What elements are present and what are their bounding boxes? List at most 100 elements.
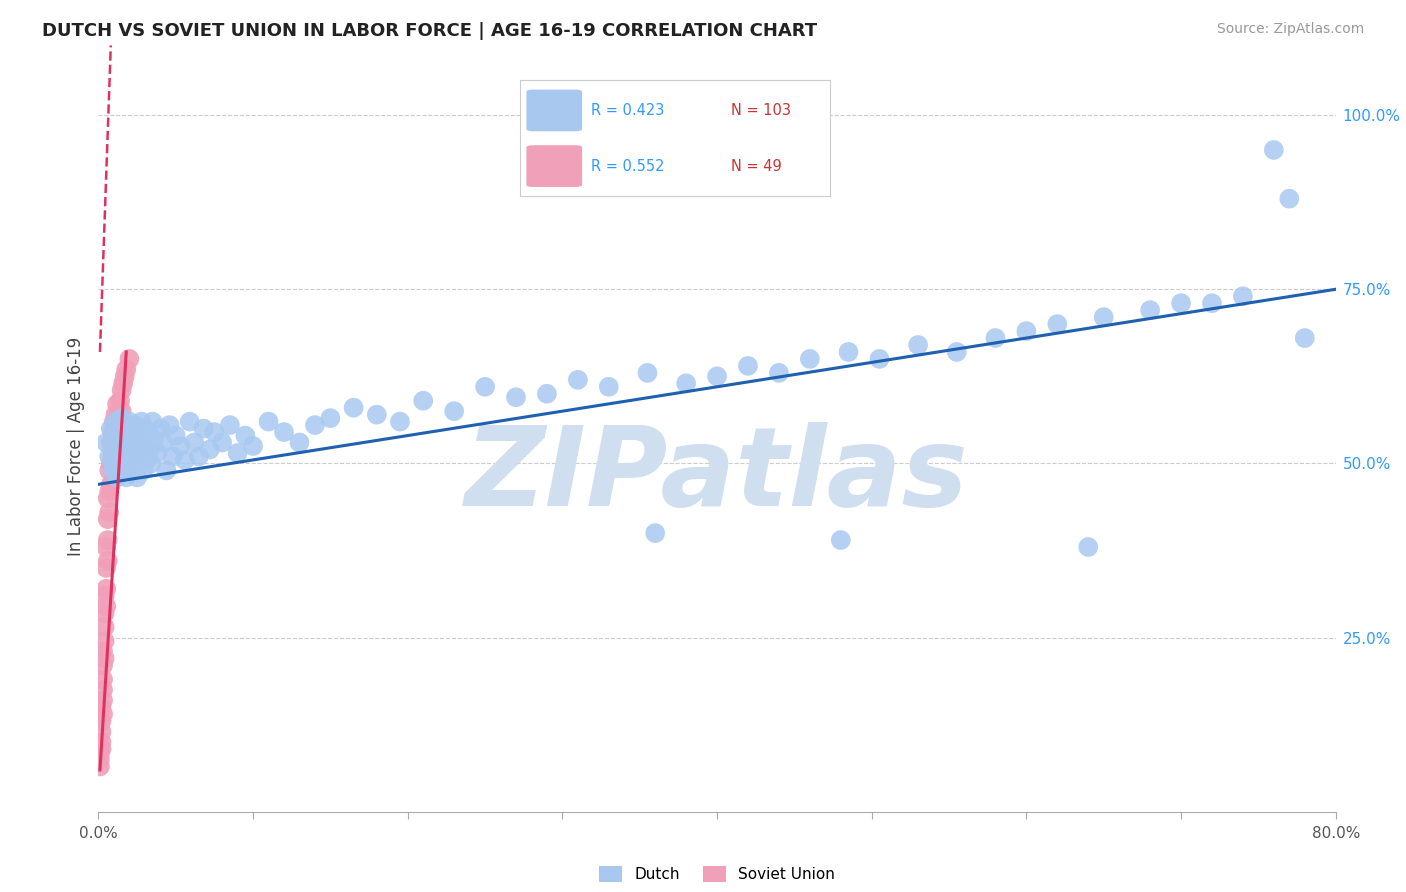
Point (869, 351, 891, 366)
Point (107, 408, 129, 422)
Point (388, 415, 412, 429)
Point (103, 439, 125, 453)
Point (121, 428, 143, 442)
Point (117, 435, 139, 450)
Point (598, 380, 620, 394)
Point (412, 393, 434, 408)
Point (257, 415, 280, 429)
Point (115, 470, 138, 484)
Point (112, 450, 135, 464)
Point (107, 432, 129, 446)
Point (737, 359, 759, 373)
Point (103, 457, 125, 471)
Point (343, 401, 366, 415)
Point (567, 373, 589, 387)
Point (114, 442, 136, 457)
Point (91, 693, 114, 707)
Text: ZIPatlas: ZIPatlas (465, 422, 969, 529)
Point (127, 435, 149, 450)
Point (96, 582, 118, 596)
Point (100, 477, 122, 491)
Point (204, 425, 226, 439)
Point (111, 459, 134, 474)
Point (152, 435, 174, 450)
Point (115, 362, 138, 376)
Point (636, 366, 658, 380)
Point (91, 673, 114, 687)
Point (108, 393, 131, 408)
Legend: Dutch, Soviet Union: Dutch, Soviet Union (593, 860, 841, 888)
Point (100, 457, 122, 471)
Point (108, 418, 131, 433)
Point (112, 428, 135, 442)
Point (91, 682, 114, 697)
Point (90, 724, 112, 739)
Point (93, 589, 115, 603)
Point (127, 470, 149, 484)
Point (706, 369, 728, 384)
Point (107, 446, 129, 460)
Text: Source: ZipAtlas.com: Source: ZipAtlas.com (1216, 22, 1364, 37)
Point (111, 439, 134, 453)
Point (89, 746, 111, 760)
Point (118, 351, 141, 366)
Point (111, 411, 134, 425)
Point (179, 415, 201, 429)
Point (103, 442, 125, 457)
Point (129, 446, 152, 460)
Point (93, 606, 115, 620)
Point (162, 450, 184, 464)
Point (120, 463, 142, 477)
Text: DUTCH VS SOVIET UNION IN LABOR FORCE | AGE 16-19 CORRELATION CHART: DUTCH VS SOVIET UNION IN LABOR FORCE | A… (42, 22, 817, 40)
Point (93, 634, 115, 648)
Point (114, 457, 136, 471)
Point (108, 453, 131, 467)
Y-axis label: In Labor Force | Age 16-19: In Labor Force | Age 16-19 (66, 336, 84, 556)
Point (105, 425, 128, 439)
Point (536, 386, 558, 401)
Point (1139, 303, 1161, 318)
Point (219, 418, 242, 433)
Point (505, 390, 527, 404)
Point (96, 561, 118, 575)
Point (91, 644, 114, 658)
Point (111, 384, 134, 398)
Point (211, 435, 233, 450)
Point (135, 453, 157, 467)
Point (984, 331, 1007, 345)
Point (174, 453, 197, 467)
Point (1263, 143, 1285, 157)
FancyBboxPatch shape (526, 89, 582, 131)
Point (1092, 310, 1115, 325)
Point (474, 380, 496, 394)
Point (946, 345, 969, 359)
Point (132, 463, 155, 477)
Point (93, 620, 115, 634)
Point (97, 554, 120, 568)
Point (138, 442, 160, 457)
Point (114, 369, 136, 384)
Point (103, 428, 125, 442)
Text: N = 49: N = 49 (731, 159, 782, 174)
Point (98, 450, 121, 464)
Point (1232, 289, 1254, 303)
Point (226, 446, 249, 460)
Point (273, 425, 295, 439)
Point (91, 658, 114, 673)
Point (97, 512, 120, 526)
Text: R = 0.423: R = 0.423 (592, 103, 665, 118)
Point (169, 439, 191, 453)
Point (105, 397, 128, 411)
Point (242, 439, 264, 453)
Point (89, 759, 111, 773)
Point (104, 408, 127, 422)
Point (96, 540, 118, 554)
Point (101, 463, 124, 477)
Point (90, 735, 112, 749)
Point (98, 484, 121, 499)
Point (907, 338, 929, 352)
Point (105, 470, 128, 484)
Text: R = 0.552: R = 0.552 (592, 159, 665, 174)
Point (136, 425, 159, 439)
Point (111, 404, 134, 418)
